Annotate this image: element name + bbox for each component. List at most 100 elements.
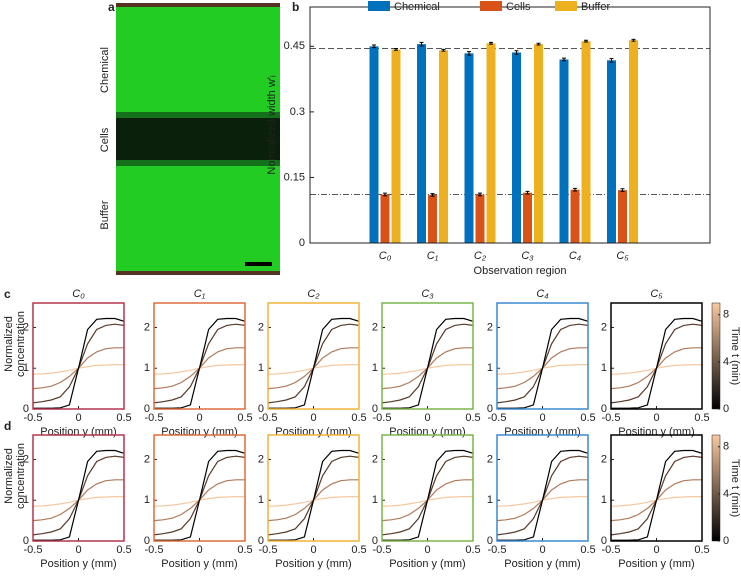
y-axis-label: concentration <box>15 311 27 377</box>
colorbar <box>711 434 721 542</box>
x-tick-label: C₁ <box>427 250 439 262</box>
bar <box>581 41 591 243</box>
plot-frame <box>381 302 474 410</box>
y-tick-label: 1 <box>372 494 378 506</box>
cell-band-edge <box>116 160 280 166</box>
error-bar <box>562 57 566 62</box>
profile-line <box>153 323 246 404</box>
region-label: Cells <box>99 127 111 152</box>
panel-title: C₁ <box>194 288 206 300</box>
x-tick-label: C₃ <box>521 250 534 262</box>
plot-frame <box>32 434 125 542</box>
bar <box>439 50 448 244</box>
panel-label: b <box>292 0 299 14</box>
profile-line <box>267 455 360 536</box>
cell-band-edge <box>116 112 280 118</box>
y-tick-label: 0 <box>601 403 607 415</box>
x-axis-label: Position y (mm) <box>504 426 580 438</box>
y-tick-label: 1 <box>144 494 150 506</box>
colorbar-tick-label: 0 <box>723 535 729 547</box>
y-tick-label: 0 <box>487 535 493 547</box>
y-tick-label: 1 <box>601 494 607 506</box>
panel-title: C₅ <box>650 288 663 300</box>
x-tick-label: C₀ <box>379 250 392 262</box>
x-tick-label: 0 <box>653 412 659 424</box>
x-tick-label: -0.5 <box>259 412 278 424</box>
x-tick-label: -0.5 <box>373 412 392 424</box>
y-tick-label: 0 <box>258 403 264 415</box>
x-tick-label: -0.5 <box>602 412 621 424</box>
x-tick-label: C₅ <box>616 250 629 262</box>
x-tick-label: 0 <box>424 412 430 424</box>
error-bar <box>441 48 446 52</box>
error-bar <box>584 39 588 43</box>
y-axis-label: concentration <box>15 443 27 509</box>
y-tick-label: 0 <box>23 535 29 547</box>
x-axis-label: Position y (mm) <box>275 558 351 570</box>
x-axis-label: Position y (mm) <box>504 558 580 570</box>
bar <box>417 44 426 243</box>
bar <box>428 194 437 243</box>
y-tick-label: 1 <box>372 362 378 374</box>
profile-line <box>497 317 589 409</box>
x-tick-label: 0 <box>653 544 659 556</box>
colorbar-tick-label: 4 <box>723 488 729 500</box>
plot-frame <box>496 434 589 542</box>
x-tick-label: 0.5 <box>694 544 709 556</box>
x-tick-label: 0 <box>539 412 545 424</box>
bar <box>369 46 379 244</box>
profile-line <box>154 317 246 409</box>
error-bar <box>631 38 636 42</box>
error-bar <box>419 41 424 47</box>
y-tick-label: 1 <box>601 362 607 374</box>
bar <box>464 53 474 243</box>
y-tick-label: 2 <box>601 453 607 465</box>
colorbar-tick-label: 8 <box>723 309 729 321</box>
error-bar <box>573 187 577 192</box>
x-tick-label: 0.5 <box>694 412 709 424</box>
profile-line <box>497 449 589 541</box>
colorbar-tick-label: 0 <box>723 403 729 415</box>
profile-line <box>33 449 125 541</box>
panel-title: C₀ <box>72 288 85 300</box>
bar <box>534 44 543 243</box>
x-tick-label: -0.5 <box>24 544 43 556</box>
y-tick-label: 1 <box>144 362 150 374</box>
plot-frame <box>153 434 246 542</box>
y-tick-label: 0.3 <box>290 106 305 118</box>
legend-label: Buffer <box>581 1 610 13</box>
panel-title: C₄ <box>536 288 548 300</box>
plot-frame <box>153 302 246 410</box>
plot-frame <box>267 302 360 410</box>
y-tick-label: 0 <box>372 403 378 415</box>
legend-label: Cells <box>506 1 531 13</box>
profile-line <box>382 449 474 541</box>
image-edge <box>116 271 280 275</box>
y-tick-label: 0 <box>144 403 150 415</box>
error-bar <box>383 192 387 197</box>
bar <box>570 189 580 243</box>
y-tick-label: 0.15 <box>284 171 305 183</box>
y-tick-label: 2 <box>372 453 378 465</box>
y-tick-label: 0 <box>299 237 305 249</box>
error-bar <box>467 51 471 56</box>
profile-line <box>381 323 474 404</box>
x-tick-label: 0 <box>310 544 316 556</box>
bar <box>629 40 638 243</box>
y-tick-label: 1 <box>23 362 29 374</box>
legend-swatch <box>368 1 390 11</box>
x-tick-label: -0.5 <box>259 544 278 556</box>
y-tick-label: 0 <box>487 403 493 415</box>
error-bar <box>525 190 530 195</box>
x-tick-label: C₂ <box>474 250 487 262</box>
y-tick-label: 2 <box>23 453 29 465</box>
profile-line <box>610 455 703 536</box>
cell-band <box>116 118 280 160</box>
error-bar <box>620 188 625 192</box>
error-bar <box>478 192 482 197</box>
profile-line <box>32 455 125 536</box>
region-label: Buffer <box>99 200 111 229</box>
bar <box>391 49 401 243</box>
x-tick-label: 0 <box>424 544 430 556</box>
bar <box>523 192 532 243</box>
